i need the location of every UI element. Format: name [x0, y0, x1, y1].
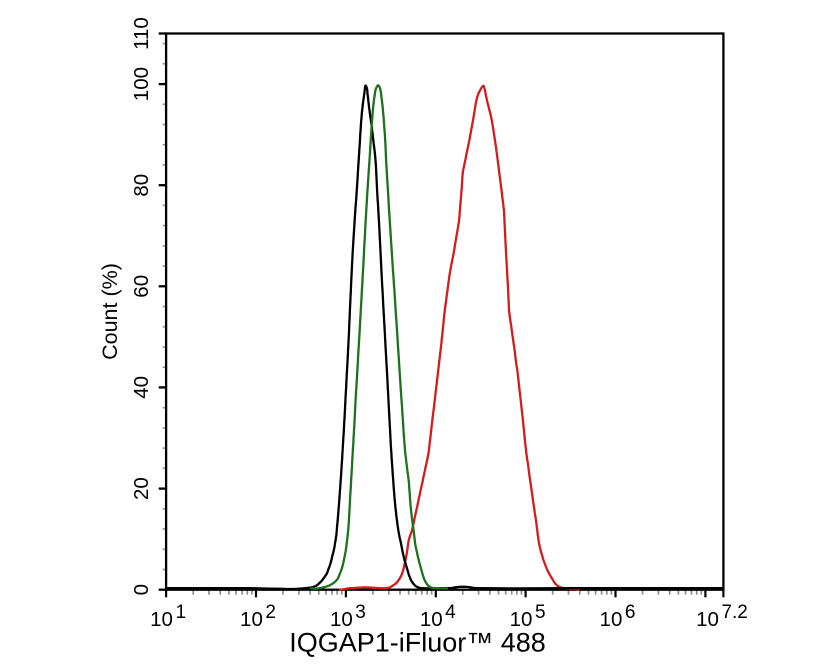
svg-text:60: 60 [130, 275, 153, 298]
svg-text:80: 80 [130, 174, 153, 197]
svg-text:IQGAP1-iFluor™ 488: IQGAP1-iFluor™ 488 [289, 628, 546, 658]
svg-text:110: 110 [130, 17, 153, 50]
svg-text:0: 0 [130, 584, 153, 595]
svg-text:40: 40 [130, 376, 153, 399]
svg-text:20: 20 [130, 477, 153, 500]
svg-text:Count (%): Count (%) [98, 263, 122, 360]
svg-text:100: 100 [130, 67, 153, 101]
